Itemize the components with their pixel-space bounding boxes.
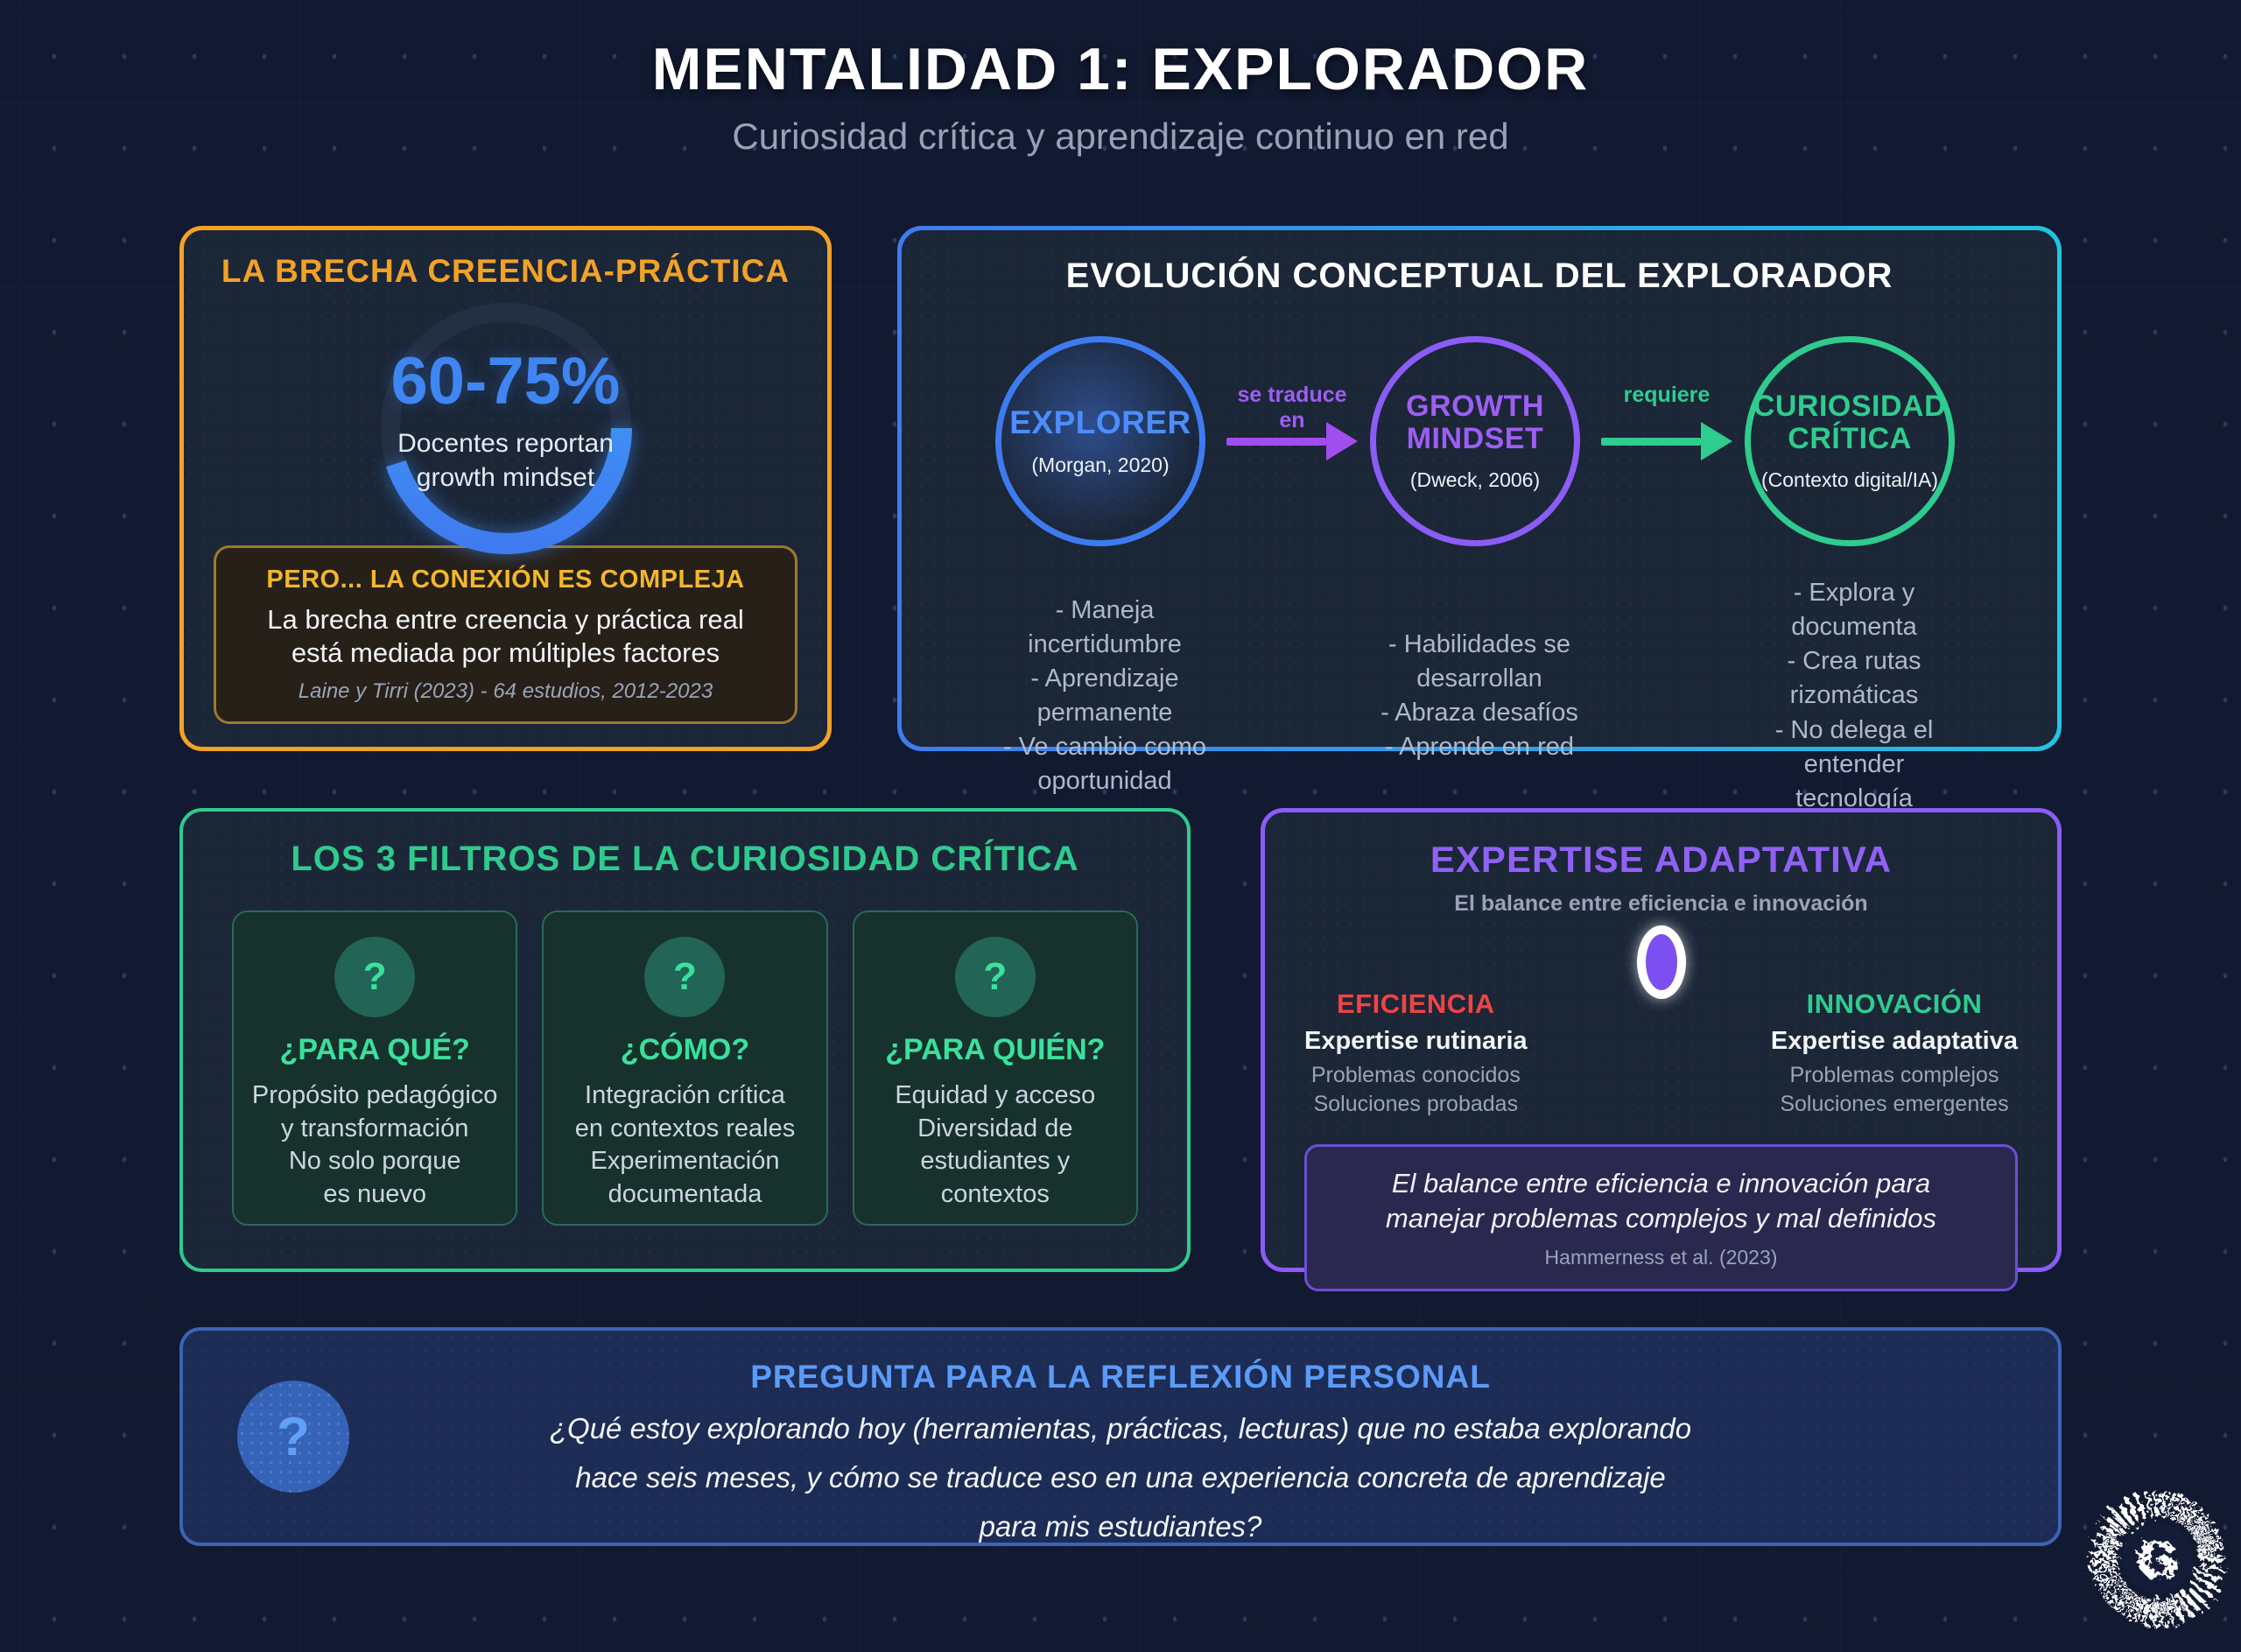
- middle-row: LOS 3 FILTROS DE LA CURIOSIDAD CRÍTICA ?…: [0, 808, 2241, 1291]
- filter-card-para-que: ? ¿PARA QUÉ? Propósito pedagógico y tran…: [232, 910, 518, 1226]
- evolution-card-border: EVOLUCIÓN CONCEPTUAL DEL EXPLORADOR EXPL…: [897, 226, 2062, 812]
- arrow-requiere: requiere: [1601, 383, 1732, 481]
- innovation-label: INNOVACIÓN: [1806, 988, 1983, 1019]
- filter-body: Integración crítica en contextos reales …: [574, 1081, 796, 1209]
- arrow-se-traduce-en: se traduce en: [1226, 383, 1358, 481]
- logo-letter: G: [2137, 1530, 2179, 1591]
- stage-circle-growth-mindset: GROWTH MINDSET (Dweck, 2006): [1370, 336, 1580, 546]
- filter-body: Propósito pedagógico y transformación No…: [251, 1081, 498, 1209]
- arrow-line: [1226, 437, 1326, 446]
- complex-connection-note: PERO... LA CONEXIÓN ES COMPLEJA La brech…: [214, 545, 797, 724]
- innovation-pole: INNOVACIÓN Expertise adaptativa Problema…: [1771, 988, 2018, 1118]
- innovation-lines: Problemas complejos Soluciones emergente…: [1780, 1063, 2009, 1116]
- donut-svg: [379, 302, 632, 554]
- donut-center-label: 60-75% Docentes reportan growth mindset: [366, 293, 646, 545]
- question-mark-icon: ?: [644, 937, 726, 1017]
- stage-bullets-explorer: - Maneja incertidumbre - Aprendizaje per…: [1002, 595, 1207, 796]
- arrow-head-icon: [1326, 422, 1358, 460]
- filter-grid: ? ¿PARA QUÉ? Propósito pedagógico y tran…: [232, 910, 1138, 1226]
- gap-card-title: LA BRECHA CREENCIA-PRÁCTICA: [221, 253, 790, 289]
- top-row: LA BRECHA CREENCIA-PRÁCTICA 60-75%: [0, 226, 2241, 812]
- page-title: MENTALIDAD 1: EXPLORADOR: [651, 36, 1590, 102]
- note-title: PERO... LA CONEXIÓN ES COMPLEJA: [266, 565, 745, 594]
- belief-donut-arc: [379, 302, 632, 554]
- evolution-card: EVOLUCIÓN CONCEPTUAL DEL EXPLORADOR EXPL…: [902, 230, 2057, 812]
- filter-card-para-quien: ? ¿PARA QUIÉN? Equidad y acceso Diversid…: [852, 910, 1138, 1226]
- expertise-subtitle: El balance entre eficiencia e innovación: [1454, 891, 1868, 916]
- stage-name: GROWTH MINDSET: [1406, 389, 1544, 455]
- efficiency-pole: EFICIENCIA Expertise rutinaria Problemas…: [1304, 988, 1528, 1118]
- filter-card-como: ? ¿CÓMO? Integración crítica en contexto…: [542, 910, 828, 1226]
- stage-circle-curiosidad-critica: CURIOSIDAD CRÍTICA (Contexto digital/IA): [1745, 336, 1955, 546]
- filter-title: ¿PARA QUIÉN?: [885, 1033, 1106, 1066]
- expertise-poles: EFICIENCIA Expertise rutinaria Problemas…: [1304, 988, 2018, 1118]
- expertise-note: El balance entre eficiencia e innovación…: [1304, 1144, 2018, 1291]
- evolution-stages: EXPLORER (Morgan, 2020) se traduce en GR…: [919, 336, 2040, 816]
- filters-title: LOS 3 FILTROS DE LA CURIOSIDAD CRÍTICA: [291, 840, 1079, 878]
- page-subtitle: Curiosidad crítica y aprendizaje continu…: [732, 116, 1509, 157]
- arrow-head-icon: [1701, 422, 1732, 460]
- stage-source: (Morgan, 2020): [1031, 453, 1170, 477]
- belief-practice-gap-card: LA BRECHA CREENCIA-PRÁCTICA 60-75%: [179, 226, 832, 751]
- three-filters-card: LOS 3 FILTROS DE LA CURIOSIDAD CRÍTICA ?…: [179, 808, 1191, 1272]
- expertise-note-body: El balance entre eficiencia e innovación…: [1386, 1168, 1936, 1234]
- efficiency-label: EFICIENCIA: [1336, 988, 1495, 1019]
- stage-source: (Contexto digital/IA): [1761, 468, 1938, 492]
- innovation-heading: Expertise adaptativa: [1770, 1027, 2018, 1055]
- donut-caption: Docentes reportan growth mindset: [397, 429, 614, 493]
- question-mark-icon: ?: [954, 937, 1036, 1017]
- adaptive-expertise-card: EXPERTISE ADAPTATIVA El balance entre ef…: [1261, 808, 2062, 1291]
- growth-mindset-donut-chart: 60-75% Docentes reportan growth mindset: [366, 293, 646, 554]
- filter-title: ¿CÓMO?: [620, 1033, 750, 1066]
- evolution-title: EVOLUCIÓN CONCEPTUAL DEL EXPLORADOR: [1065, 257, 1893, 295]
- arrow-label: requiere: [1623, 383, 1711, 407]
- donut-value: 60-75%: [390, 344, 621, 419]
- personal-reflection-card: ? PREGUNTA PARA LA REFLEXIÓN PERSONAL ¿Q…: [179, 1327, 2062, 1546]
- note-body: La brecha entre creencia y práctica real…: [267, 603, 744, 669]
- filter-body: Equidad y acceso Diversidad de estudiant…: [895, 1081, 1096, 1209]
- stage-bullets-growth: - Habilidades se desarrollan - Abraza de…: [1380, 629, 1578, 762]
- stage-bullets-curiosidad: - Explora y documenta - Crea rutas rizom…: [1774, 579, 1934, 812]
- reflection-title: PREGUNTA PARA LA REFLEXIÓN PERSONAL: [750, 1359, 1491, 1395]
- expertise-title: EXPERTISE ADAPTATIVA: [1430, 839, 1893, 880]
- question-mark-icon: ?: [334, 937, 416, 1017]
- efficiency-lines: Problemas conocidos Soluciones probadas: [1310, 1063, 1521, 1116]
- stage-name: CURIOSIDAD CRÍTICA: [1753, 389, 1947, 455]
- stage-name: EXPLORER: [1009, 404, 1191, 440]
- filter-title: ¿PARA QUÉ?: [279, 1033, 470, 1066]
- reflection-question: ¿Qué estoy explorando hoy (herramientas,…: [549, 1412, 1692, 1543]
- expertise-note-citation: Hammerness et al. (2023): [1544, 1245, 1778, 1269]
- efficiency-heading: Expertise rutinaria: [1304, 1027, 1528, 1055]
- note-citation: Laine y Tirri (2023) - 64 estudios, 2012…: [298, 679, 713, 703]
- expertise-slider-handle[interactable]: [1636, 925, 1686, 999]
- arrow-line: [1601, 437, 1701, 446]
- lace-g-logo: G: [2090, 1491, 2225, 1626]
- stage-source: (Dweck, 2006): [1409, 468, 1541, 492]
- question-mark-icon: ?: [237, 1381, 349, 1493]
- arrow-label: se traduce en: [1237, 383, 1347, 432]
- stage-circle-explorer: EXPLORER (Morgan, 2020): [995, 336, 1205, 546]
